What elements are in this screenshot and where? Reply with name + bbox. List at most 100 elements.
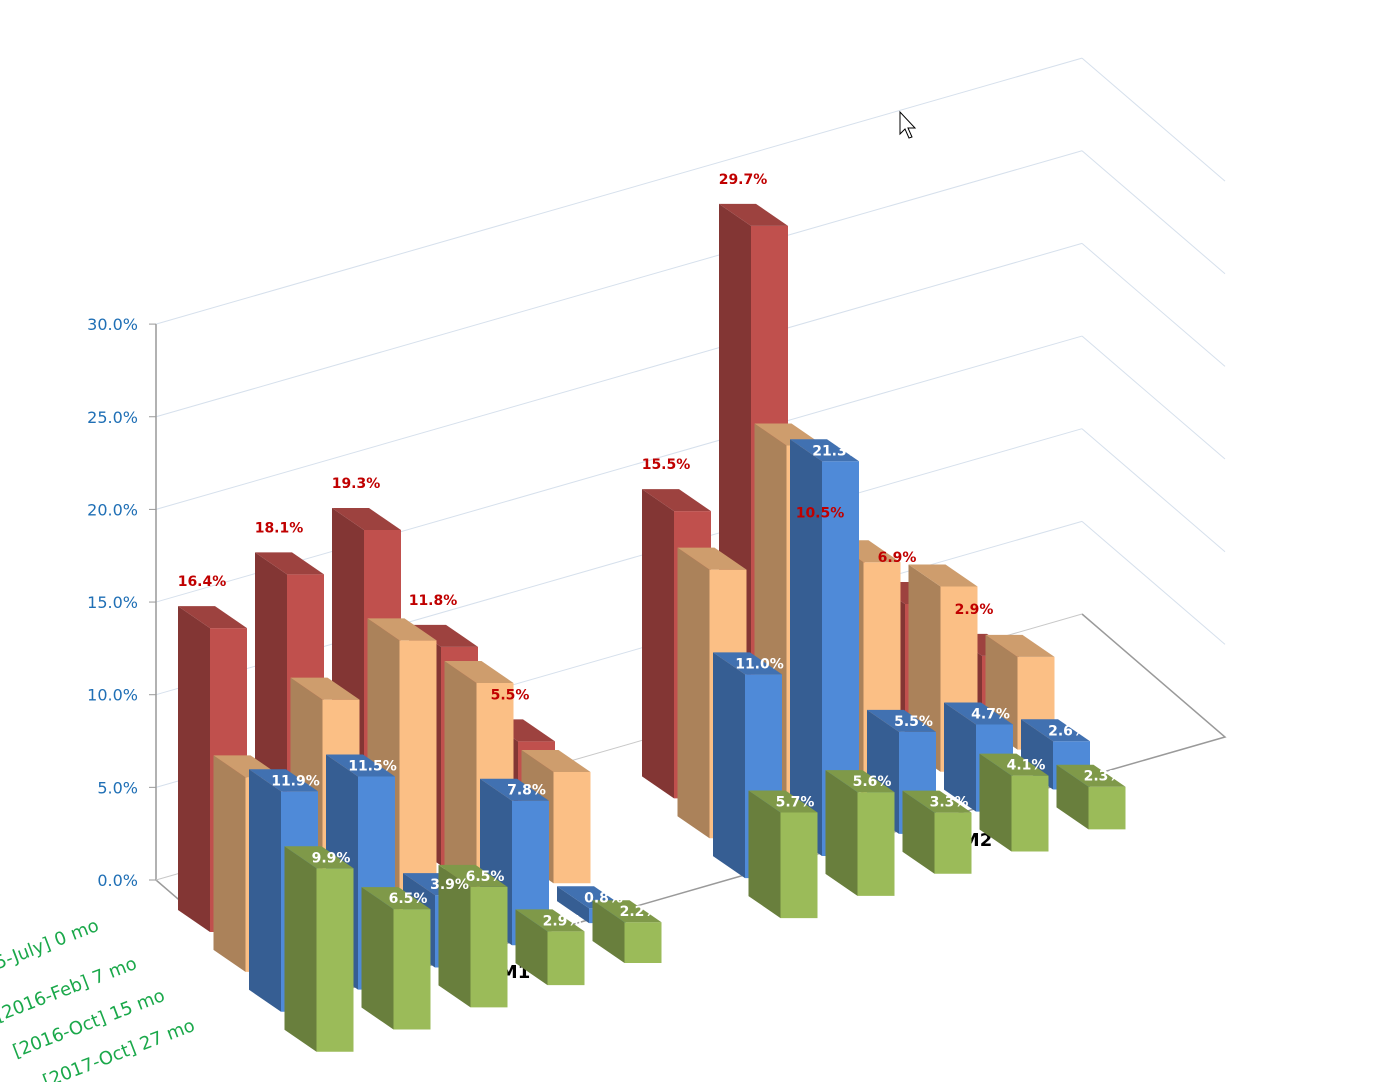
- data-label: 11.0%: [735, 656, 784, 672]
- bar-top: [178, 606, 247, 629]
- data-labels: 16.4% 18.1% 19.3% 11.8% 5.5% 15.5% 29.7% 10.5% 6…: [178, 172, 1123, 930]
- bar-side: [713, 652, 745, 879]
- bar-top: [361, 887, 431, 910]
- data-label: 2.3%: [1084, 769, 1123, 785]
- bar-side: [178, 606, 210, 932]
- data-label: 9.9%: [312, 850, 351, 866]
- bar-top: [326, 754, 395, 777]
- bars: [178, 203, 1126, 1052]
- bar-top: [1056, 764, 1126, 787]
- bar-top: [908, 564, 978, 587]
- y-tick-label: 5.0%: [97, 778, 138, 797]
- bar: [1056, 764, 1126, 830]
- bar-front: [780, 812, 818, 919]
- bar-front: [547, 931, 585, 986]
- bar: [790, 439, 859, 856]
- y-tick-label: 10.0%: [87, 686, 138, 705]
- bar-top: [713, 652, 782, 675]
- bar-top: [332, 508, 401, 531]
- bar: [979, 753, 1049, 852]
- bar-front: [470, 886, 508, 1008]
- data-label: 2.6%: [1048, 723, 1087, 739]
- bar-top: [748, 790, 818, 813]
- bar: [438, 864, 508, 1008]
- bar-top: [944, 702, 1013, 725]
- bar-top: [290, 677, 360, 700]
- data-label: 21.3%: [812, 443, 861, 459]
- data-label: 16.4%: [178, 574, 227, 590]
- data-label: 3.3%: [930, 795, 969, 811]
- bar-front: [624, 922, 662, 963]
- bar-side: [944, 702, 976, 812]
- y-tick-label: 25.0%: [87, 408, 138, 427]
- bar: [284, 846, 354, 1052]
- bar-top: [255, 552, 324, 575]
- bar-side: [642, 489, 674, 799]
- gridline-side: [1081, 243, 1226, 367]
- data-label: 4.7%: [971, 707, 1010, 723]
- bar-top: [444, 661, 514, 684]
- bar-side: [825, 770, 858, 896]
- bar: [748, 790, 818, 919]
- bar-side: [592, 900, 625, 963]
- bar-side: [748, 790, 781, 919]
- data-label: 5.6%: [853, 774, 892, 790]
- bar-side: [515, 909, 548, 986]
- gridline-side: [1081, 428, 1226, 553]
- bar: [825, 770, 895, 896]
- bar-top: [642, 489, 711, 512]
- bar-top: [409, 624, 478, 647]
- data-label: 5.7%: [776, 794, 815, 810]
- bar-side: [438, 864, 471, 1008]
- bar-top: [284, 846, 354, 869]
- data-label: 5.5%: [491, 687, 530, 703]
- bar: [515, 909, 585, 986]
- y-tick-label: 0.0%: [97, 871, 138, 890]
- data-label: 11.5%: [348, 759, 397, 775]
- gridline-side: [1081, 520, 1226, 645]
- bar: [902, 790, 972, 874]
- data-label: 10.5%: [796, 505, 845, 521]
- data-label: 3.9%: [430, 877, 469, 893]
- bar-side: [444, 661, 477, 906]
- data-label: 2.9%: [543, 913, 582, 929]
- bar-side: [361, 887, 394, 1030]
- data-label: 19.3%: [332, 476, 381, 492]
- bar: [361, 887, 431, 1030]
- bar-top: [902, 790, 972, 813]
- gridline: [155, 335, 1083, 603]
- bar-top: [438, 864, 508, 887]
- bar-top: [825, 770, 895, 793]
- bar-side: [677, 547, 710, 839]
- data-label: 29.7%: [719, 172, 768, 188]
- bar-top: [521, 750, 591, 773]
- bar-side: [1056, 764, 1089, 830]
- bar-side: [790, 439, 822, 856]
- data-label: 2.2%: [620, 904, 659, 920]
- gridline-side: [1081, 150, 1226, 275]
- gridline: [155, 150, 1083, 418]
- bar-front: [822, 461, 859, 856]
- data-label: 6.5%: [466, 869, 505, 885]
- bar-top: [985, 634, 1055, 657]
- bar-top: [249, 769, 318, 792]
- y-tick-label: 30.0%: [87, 315, 138, 334]
- bar: [592, 900, 662, 963]
- bar-top: [677, 547, 747, 570]
- data-label: 5.5%: [894, 714, 933, 730]
- bar-front: [1088, 786, 1126, 830]
- y-tick-label: 15.0%: [87, 593, 138, 612]
- bar-side: [284, 846, 317, 1052]
- data-label: 0.8%: [584, 890, 623, 906]
- data-label: 4.1%: [1007, 758, 1046, 774]
- bar-side: [213, 755, 246, 972]
- bar-front: [316, 868, 354, 1052]
- gridline-side: [1081, 57, 1226, 182]
- bar-front: [934, 812, 972, 874]
- bar-front: [553, 772, 591, 884]
- gridline: [155, 242, 1083, 510]
- bar-top: [480, 778, 549, 801]
- bar-side: [902, 790, 935, 874]
- y-tick-label: 20.0%: [87, 500, 138, 519]
